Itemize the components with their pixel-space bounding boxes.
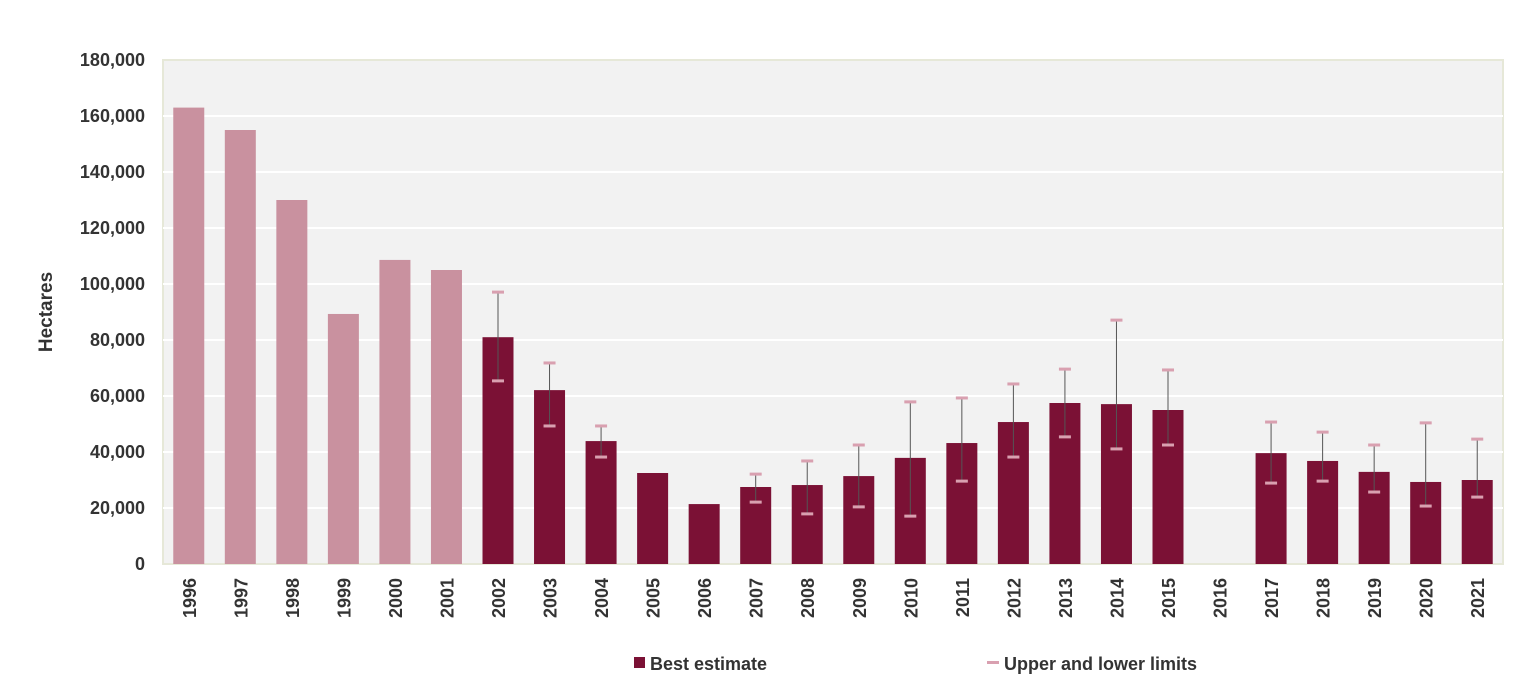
legend-label-best-estimate: Best estimate	[650, 654, 767, 674]
upper-limit-2007	[749, 472, 762, 476]
lower-limit-2018	[1316, 479, 1329, 483]
upper-limit-2009	[852, 443, 865, 447]
legend-swatch-limits	[987, 661, 999, 664]
lower-limit-2007	[749, 500, 762, 504]
y-tick-label: 100,000	[80, 274, 145, 294]
upper-limit-2021	[1471, 437, 1484, 441]
bar-2005	[637, 473, 669, 564]
y-tick-label: 60,000	[90, 386, 145, 406]
x-tick-label: 2011	[953, 578, 973, 617]
x-tick-label: 2019	[1365, 578, 1385, 618]
x-tick-label: 2000	[386, 578, 406, 618]
x-tick-label: 2021	[1468, 578, 1488, 618]
upper-limit-2011	[955, 396, 968, 400]
lower-limit-2013	[1058, 435, 1071, 439]
x-tick-label: 2005	[644, 578, 664, 618]
lower-limit-2017	[1265, 481, 1278, 485]
x-tick-label: 2006	[695, 578, 715, 618]
lower-limit-2011	[955, 479, 968, 483]
upper-limit-2012	[1007, 382, 1020, 386]
legend-swatch-best-estimate	[634, 657, 645, 668]
x-tick-label: 2014	[1107, 578, 1127, 618]
y-tick-label: 160,000	[80, 106, 145, 126]
x-tick-label: 2013	[1056, 578, 1076, 618]
lower-limit-2019	[1368, 490, 1381, 494]
upper-limit-2018	[1316, 430, 1329, 434]
lower-limit-2012	[1007, 455, 1020, 459]
lower-limit-2014	[1110, 447, 1123, 451]
upper-limit-2015	[1162, 368, 1174, 372]
upper-limit-2003	[543, 361, 556, 365]
x-tick-label: 2008	[798, 578, 818, 618]
bar-1996	[173, 107, 205, 564]
upper-limit-2020	[1419, 421, 1432, 425]
lower-limit-2015	[1162, 443, 1174, 447]
x-tick-label: 2018	[1314, 578, 1334, 618]
bar-2001	[430, 270, 462, 564]
x-tick-label: 2016	[1211, 578, 1231, 618]
x-tick-label: 2003	[541, 578, 561, 618]
x-tick-label: 1998	[283, 578, 303, 618]
lower-limit-2021	[1471, 495, 1484, 499]
bar-1999	[327, 313, 359, 564]
upper-limit-2017	[1265, 420, 1278, 424]
x-tick-label: 1996	[180, 578, 200, 618]
x-tick-label: 2020	[1417, 578, 1437, 618]
upper-limit-2019	[1368, 443, 1381, 447]
x-tick-label: 2015	[1159, 578, 1179, 618]
y-tick-label: 0	[135, 554, 145, 574]
y-tick-label: 20,000	[90, 498, 145, 518]
x-tick-label: 2002	[489, 578, 509, 618]
y-tick-label: 80,000	[90, 330, 145, 350]
y-tick-label: 180,000	[80, 50, 145, 70]
upper-limit-2002	[492, 290, 504, 294]
x-tick-label: 2007	[747, 578, 767, 618]
upper-limit-2013	[1058, 367, 1071, 371]
bar-1997	[224, 130, 256, 564]
lower-limit-2020	[1419, 504, 1432, 508]
upper-limit-2008	[801, 459, 814, 463]
upper-limit-2014	[1110, 318, 1123, 322]
y-axis-label: Hectares	[36, 272, 57, 352]
lower-limit-2009	[852, 505, 865, 509]
x-tick-label: 2004	[592, 578, 612, 618]
upper-limit-2004	[595, 424, 608, 428]
bar-2006	[688, 504, 720, 564]
x-tick-label: 1999	[334, 578, 354, 618]
x-tick-label: 2012	[1004, 578, 1024, 618]
bar-1998	[276, 200, 308, 564]
lower-limit-2008	[801, 512, 814, 516]
y-tick-label: 40,000	[90, 442, 145, 462]
x-tick-label: 2010	[901, 578, 921, 618]
legend-label-limits: Upper and lower limits	[1004, 654, 1197, 674]
lower-limit-2002	[492, 379, 504, 383]
x-tick-label: 2009	[850, 578, 870, 618]
y-tick-label: 120,000	[80, 218, 145, 238]
y-tick-label: 140,000	[80, 162, 145, 182]
x-tick-label: 2017	[1262, 578, 1282, 618]
lower-limit-2004	[595, 455, 608, 459]
lower-limit-2010	[904, 514, 917, 518]
upper-limit-2010	[904, 400, 917, 404]
bar-2004	[585, 441, 617, 564]
x-tick-label: 1997	[231, 578, 251, 618]
plot-area	[162, 59, 1504, 565]
legend: Best estimate Upper and lower limits	[634, 654, 1197, 674]
x-tick-label: 2001	[437, 578, 457, 618]
lower-limit-2003	[543, 424, 556, 428]
bar-2000	[379, 259, 411, 564]
